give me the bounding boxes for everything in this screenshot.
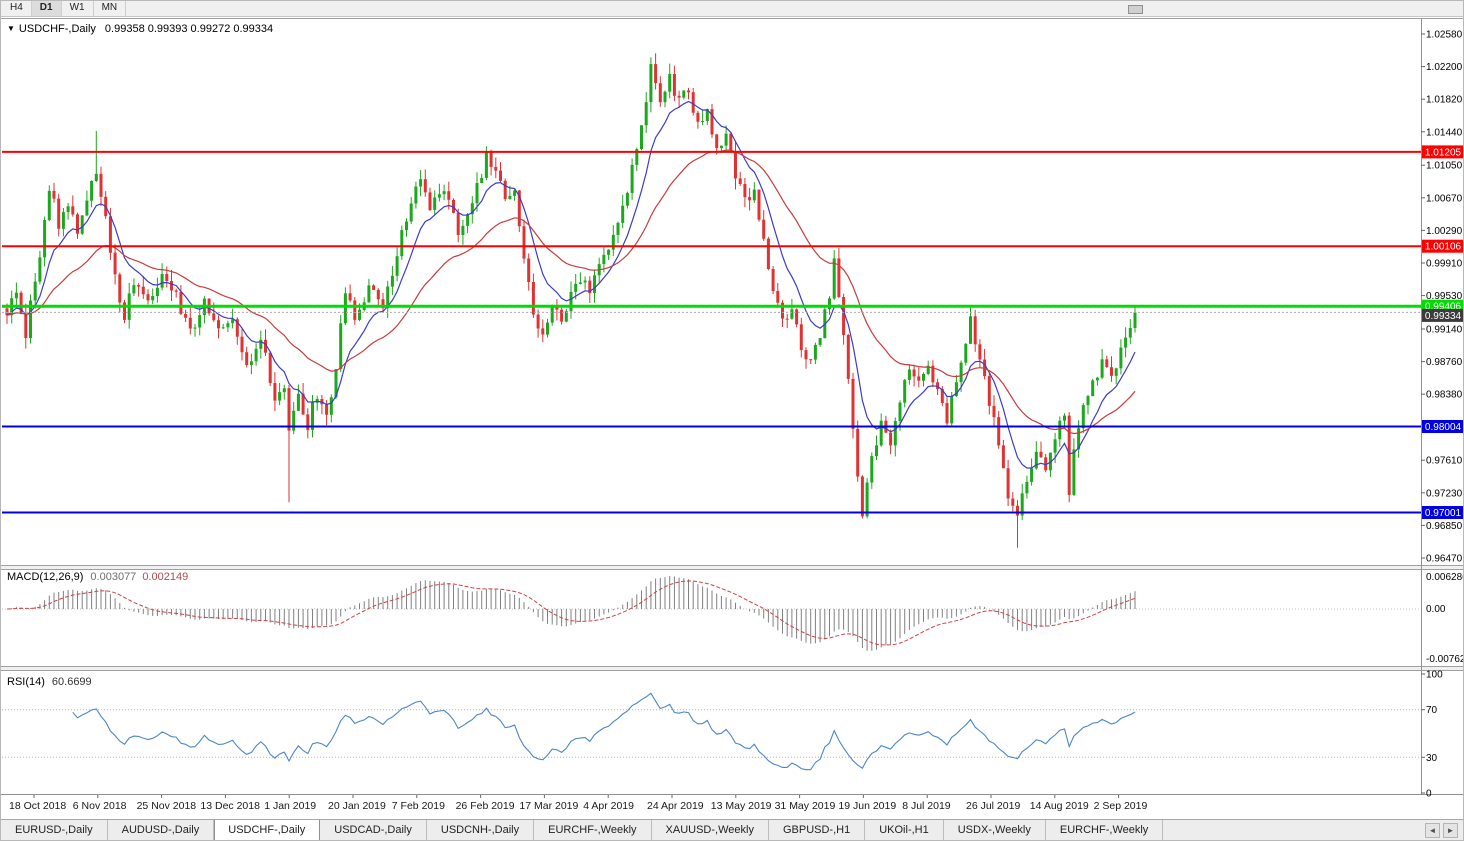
chart-tab-xauusd-weekly[interactable]: XAUUSD-,Weekly <box>651 820 769 840</box>
svg-text:30: 30 <box>1426 753 1438 764</box>
svg-text:8 Jul 2019: 8 Jul 2019 <box>902 800 951 812</box>
svg-text:6 Nov 2018: 6 Nov 2018 <box>73 800 127 812</box>
svg-text:2 Sep 2019: 2 Sep 2019 <box>1094 800 1148 812</box>
price-axis[interactable]: 1.02580 1.02200 1.01820 1.01440 1.01050 1.006… <box>1421 30 1463 565</box>
svg-text:-0.00762: -0.00762 <box>1426 654 1464 665</box>
chart-tab-eurusd-daily[interactable]: EURUSD-,Daily <box>1 820 108 840</box>
pane-separators[interactable] <box>1 565 1464 671</box>
chart-shift-marker[interactable] <box>1128 5 1143 14</box>
svg-text:13 May 2019: 13 May 2019 <box>711 800 772 812</box>
svg-text:17 Mar 2019: 17 Mar 2019 <box>519 800 578 812</box>
chart-tab-audusd-daily[interactable]: AUDUSD-,Daily <box>107 820 215 840</box>
rsi-pane <box>2 692 1421 771</box>
svg-text:0.00: 0.00 <box>1426 604 1446 615</box>
svg-text:1.00290: 1.00290 <box>1426 226 1463 237</box>
timeframe-button-d1[interactable]: D1 <box>31 1 62 16</box>
svg-text:14 Aug 2019: 14 Aug 2019 <box>1030 800 1089 812</box>
svg-text:13 Dec 2018: 13 Dec 2018 <box>200 800 260 812</box>
chart-tab-usdcnh-daily[interactable]: USDCNH-,Daily <box>426 820 535 840</box>
timeframe-button-h4[interactable]: H4 <box>2 1 32 16</box>
timeframe-button-w1[interactable]: W1 <box>62 1 94 16</box>
chart-tab-gbpusd-h1[interactable]: GBPUSD-,H1 <box>768 820 866 840</box>
rsi-line <box>72 692 1136 771</box>
svg-text:0.006286: 0.006286 <box>1426 572 1464 583</box>
svg-text:0.99140: 0.99140 <box>1426 325 1463 336</box>
macd-axis-labels: 0.006286 0.00 -0.00762 <box>1426 572 1464 665</box>
tab-scroll-right-button[interactable]: ► <box>1443 822 1458 838</box>
svg-text:18 Oct 2018: 18 Oct 2018 <box>9 800 66 812</box>
svg-text:31 May 2019: 31 May 2019 <box>775 800 836 812</box>
svg-text:0.96850: 0.96850 <box>1426 521 1463 532</box>
chart-tab-usdcad-daily[interactable]: USDCAD-,Daily <box>320 820 427 840</box>
svg-text:19 Jun 2019: 19 Jun 2019 <box>838 800 896 812</box>
svg-text:1.01440: 1.01440 <box>1426 127 1463 138</box>
svg-text:4 Apr 2019: 4 Apr 2019 <box>583 800 634 812</box>
svg-text:0.98380: 0.98380 <box>1426 390 1463 401</box>
chart-tab-eurchf-weekly[interactable]: EURCHF-,Weekly <box>534 820 652 840</box>
svg-text:0.97230: 0.97230 <box>1426 488 1463 499</box>
svg-text:0.97001: 0.97001 <box>1425 508 1462 519</box>
svg-text:0.96470: 0.96470 <box>1426 554 1463 565</box>
ma-fast-line <box>6 100 1136 469</box>
timeframe-toolbar: H4 D1 W1 MN <box>1 1 1463 17</box>
svg-text:1.01205: 1.01205 <box>1425 147 1462 158</box>
chart-tabs-bar: EURUSD-,Daily AUDUSD-,Daily USDCHF-,Daily U… <box>1 819 1463 840</box>
chart-tab-eurchf-weekly[interactable]: EURCHF-,Weekly <box>1045 820 1164 840</box>
svg-text:1.02580: 1.02580 <box>1426 30 1463 41</box>
svg-text:24 Apr 2019: 24 Apr 2019 <box>647 800 704 812</box>
svg-text:1.02200: 1.02200 <box>1426 62 1463 73</box>
svg-text:1.00670: 1.00670 <box>1426 193 1463 204</box>
chart-canvas[interactable]: 1.02580 1.02200 1.01820 1.01440 1.01050 1.006… <box>1 17 1464 821</box>
tab-scroll-left-button[interactable]: ◄ <box>1425 822 1440 838</box>
svg-text:0: 0 <box>1426 789 1432 800</box>
svg-text:0.99910: 0.99910 <box>1426 259 1463 270</box>
svg-text:100: 100 <box>1426 670 1443 681</box>
svg-text:0.99530: 0.99530 <box>1426 291 1463 302</box>
svg-text:1.01050: 1.01050 <box>1426 161 1463 172</box>
svg-text:1.01820: 1.01820 <box>1426 95 1463 106</box>
time-axis[interactable]: 18 Oct 2018 6 Nov 2018 25 Nov 2018 13 Dec 2… <box>9 795 1147 812</box>
svg-text:20 Jan 2019: 20 Jan 2019 <box>328 800 386 812</box>
svg-text:1.00106: 1.00106 <box>1425 242 1462 253</box>
price-tags: 1.01205 1.00106 0.99406 0.98004 0.97001 0.993… <box>1422 145 1463 519</box>
svg-text:26 Feb 2019: 26 Feb 2019 <box>456 800 515 812</box>
svg-text:0.99406: 0.99406 <box>1425 302 1462 313</box>
svg-text:26 Jul 2019: 26 Jul 2019 <box>966 800 1020 812</box>
svg-text:25 Nov 2018: 25 Nov 2018 <box>137 800 197 812</box>
chart-tab-usdchf-daily[interactable]: USDCHF-,Daily <box>214 820 321 840</box>
svg-text:0.98004: 0.98004 <box>1425 422 1462 433</box>
support-resistance-lines[interactable] <box>2 150 1421 514</box>
chart-tab-usdx-weekly[interactable]: USDX-,Weekly <box>943 820 1046 840</box>
svg-text:7 Feb 2019: 7 Feb 2019 <box>392 800 445 812</box>
timeframe-button-mn[interactable]: MN <box>94 1 127 16</box>
svg-text:1 Jan 2019: 1 Jan 2019 <box>264 800 316 812</box>
svg-text:0.98760: 0.98760 <box>1426 357 1463 368</box>
macd-signal-line <box>6 580 1136 646</box>
tab-scroll-arrows: ◄ ► <box>1420 820 1463 840</box>
macd-pane <box>2 576 1421 651</box>
svg-text:0.99334: 0.99334 <box>1425 311 1462 322</box>
chart-tabs: EURUSD-,Daily AUDUSD-,Daily USDCHF-,Daily U… <box>1 820 1164 840</box>
chart-tab-ukoil-h1[interactable]: UKOil-,H1 <box>865 820 944 840</box>
svg-text:0.97610: 0.97610 <box>1426 456 1463 467</box>
ma-slow-line <box>6 149 1136 435</box>
svg-text:70: 70 <box>1426 705 1438 716</box>
rsi-axis-labels: 100 70 30 0 <box>1421 670 1443 800</box>
